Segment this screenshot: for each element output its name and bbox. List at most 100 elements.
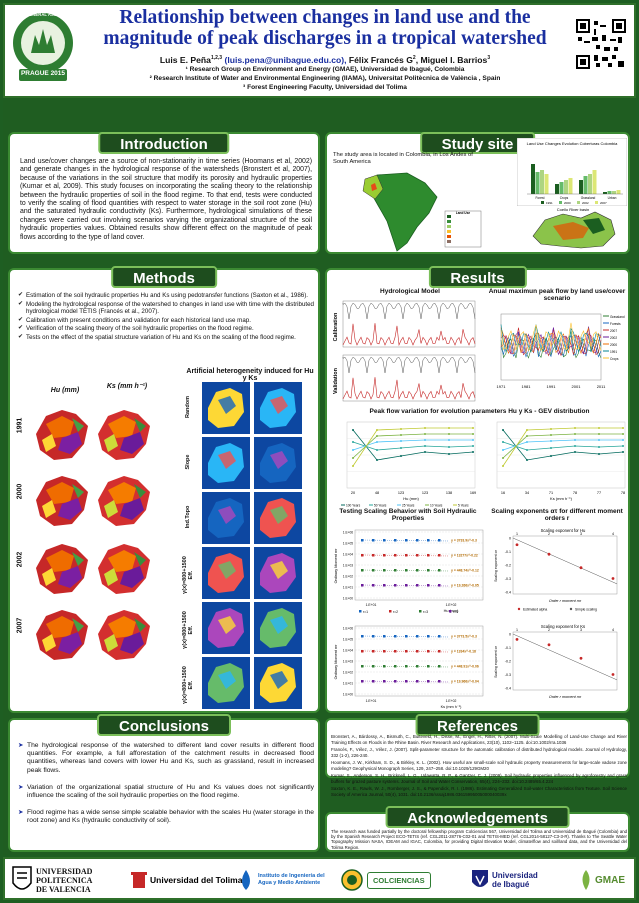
fit-line bbox=[360, 650, 450, 653]
basin-patch bbox=[108, 416, 136, 438]
order-tick: 4 bbox=[612, 532, 614, 536]
x-axis-label: Order r moment mr bbox=[549, 695, 582, 699]
scenario-legend-label: Forests bbox=[610, 322, 621, 326]
study-site-text: The study area is located in Colombia, i… bbox=[333, 152, 473, 165]
return-period-point bbox=[598, 453, 600, 455]
land-use-bar bbox=[535, 172, 540, 194]
return-period-point bbox=[376, 459, 378, 461]
basin-patch bbox=[72, 418, 84, 432]
basin-patch bbox=[42, 500, 56, 518]
reference-item: Francés, F., Vélez, J., Vélez, J. (2007)… bbox=[331, 747, 627, 758]
heterogeneity-map bbox=[202, 547, 250, 599]
heterogeneity-row-label: Slope bbox=[185, 454, 191, 470]
coello-basin-map: Coello River basin bbox=[532, 207, 616, 249]
moment-point bbox=[416, 635, 419, 638]
fit-equation: y = 3773.5x^-0.3 bbox=[451, 635, 477, 639]
moment-point bbox=[383, 569, 386, 572]
return-period-point bbox=[400, 440, 402, 442]
moment-legend: r=3 bbox=[423, 610, 428, 614]
y-axis-label: Scaling exponent αr bbox=[494, 549, 498, 582]
map-patch bbox=[218, 561, 236, 579]
x-axis-label: Order r moment mr bbox=[549, 599, 582, 603]
return-period-point bbox=[550, 434, 552, 436]
annual-peak-title: Anual maximun peak flow by land use/cove… bbox=[488, 288, 626, 302]
validation-label: Validation bbox=[333, 367, 339, 394]
study-site-title: Study site bbox=[419, 132, 536, 154]
map-patch bbox=[270, 616, 288, 634]
x-axis-label: Ks (mm h⁻¹) bbox=[550, 496, 573, 501]
land-use-bar bbox=[544, 174, 549, 194]
conclusions-panel: Conclusions The hydrological response of… bbox=[8, 714, 320, 852]
upv-line-3: DE VALENCIA bbox=[36, 884, 91, 894]
artificial-heterogeneity-title: Artificial heterogeneity induced for Hu … bbox=[186, 368, 314, 382]
moment-point bbox=[383, 650, 386, 653]
basin-patch bbox=[120, 566, 144, 588]
return-period-point bbox=[622, 451, 624, 453]
year-tick: 1981 bbox=[522, 384, 532, 389]
hydrograph-frame bbox=[342, 300, 476, 348]
legend-swatch bbox=[595, 201, 598, 204]
y-tick: 1.E+03 bbox=[343, 660, 353, 664]
y-tick: 1.E+06 bbox=[343, 627, 353, 631]
return-period-point bbox=[424, 451, 426, 453]
methods-bullet: Tests on the effect of the spatial struc… bbox=[18, 334, 314, 342]
heterogeneity-map bbox=[254, 547, 302, 599]
order-tick: 1 bbox=[516, 628, 518, 632]
conclusion-item: The hydrological response of the watersh… bbox=[18, 742, 314, 775]
scaling-hu-chart: 1.E+06 1.E+05 1.E+04 1.E+03 1.E+02 1.E+01 1.E+… bbox=[334, 529, 484, 614]
basin-patch bbox=[134, 484, 146, 498]
return-period-point bbox=[424, 433, 426, 435]
land-use-bar bbox=[616, 190, 621, 194]
heterogeneity-map bbox=[202, 437, 250, 489]
basin-map bbox=[98, 410, 150, 460]
return-period-point bbox=[598, 439, 600, 441]
moment-point bbox=[416, 650, 419, 653]
peak-flow-title: Peak flow variation for evolution parame… bbox=[369, 408, 590, 415]
heterogeneity-row-label: Ind.Topo bbox=[185, 505, 191, 529]
affiliation-1: ¹ Research Group on Environment and Ener… bbox=[185, 66, 465, 73]
exponent-legend: Estimated alpha bbox=[523, 608, 547, 612]
legend-label: 2007 bbox=[600, 201, 607, 205]
author-sup: 2 bbox=[412, 55, 416, 61]
x-tick: 1.E+01 bbox=[366, 699, 377, 703]
qr-code-icon[interactable] bbox=[576, 19, 626, 69]
moment-point bbox=[383, 680, 386, 683]
x-tick: 1.E+02 bbox=[446, 603, 457, 607]
references-list: Bronstert, A., Bárdossy, A., Bismuth, C.… bbox=[331, 734, 627, 799]
simple-scaling-line bbox=[512, 633, 618, 681]
scenario-legend-label: Grassland bbox=[610, 315, 625, 319]
return-period-point bbox=[574, 427, 576, 429]
scaling-exponent-hu-chart: Scaling exponent for Hu 0 -0.1 -0.2 -0.3 -0.4… bbox=[494, 528, 618, 612]
author-email[interactable]: (luis.pena@unibague.edu.co), bbox=[224, 54, 347, 65]
affiliation-3: ³ Forest Engineering Faculty, Universida… bbox=[243, 84, 407, 91]
heterogeneity-map bbox=[202, 492, 250, 544]
return-period-point bbox=[502, 465, 504, 467]
acknowledgements-text: The research was funded partially by the… bbox=[331, 829, 627, 850]
basin-patch bbox=[58, 632, 82, 654]
estimated-alpha-point bbox=[547, 552, 551, 556]
moment-point bbox=[405, 635, 408, 638]
x-tick: 1.E+02 bbox=[446, 699, 457, 703]
order-tick: 4 bbox=[612, 628, 614, 632]
fit-line bbox=[360, 539, 450, 542]
basin-map bbox=[36, 610, 88, 660]
return-period-point bbox=[424, 439, 426, 441]
moment-point bbox=[416, 584, 419, 587]
return-period-point bbox=[472, 439, 474, 441]
moment-point bbox=[427, 650, 430, 653]
fit-equation: y = 3733.9x^-0.3 bbox=[451, 539, 477, 543]
hydrograph-frame bbox=[342, 354, 476, 402]
heterogeneity-row-label: Random bbox=[185, 396, 191, 418]
land-use-bar bbox=[531, 164, 535, 194]
moment-point bbox=[383, 635, 386, 638]
basin-patch bbox=[46, 482, 74, 504]
basin-patch bbox=[42, 434, 56, 452]
return-period-point bbox=[526, 449, 528, 451]
return-period-point bbox=[622, 439, 624, 441]
return-period-point bbox=[448, 433, 450, 435]
x-tick: 16 bbox=[501, 491, 505, 495]
y-tick: 1.E+06 bbox=[343, 531, 353, 535]
peak-flow-hu-chart: 20 48 123 123 138 169 Hu (mm) 100 Years 50 Years… bbox=[341, 421, 476, 508]
year-tick: 2001 bbox=[572, 384, 582, 389]
y-tick: 1.E+00 bbox=[343, 693, 353, 697]
